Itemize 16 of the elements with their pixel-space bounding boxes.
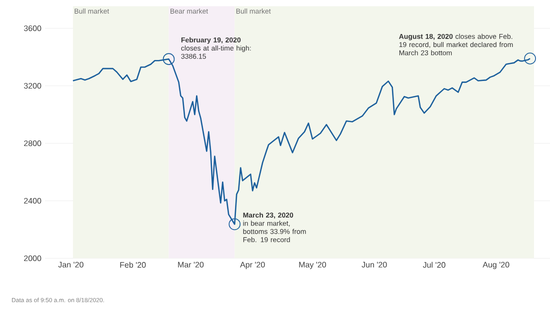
y-tick-label: 2000 <box>24 255 42 262</box>
y-tick-label: 2800 <box>24 140 42 146</box>
y-tick-label: 3200 <box>24 82 42 89</box>
x-tick-label: Aug '20 <box>482 262 510 270</box>
x-tick-label: Mar '20 <box>178 262 204 268</box>
y-tick-label: 3600 <box>24 25 42 32</box>
point <box>228 218 241 230</box>
x-tick-label: Feb '20 <box>120 262 146 268</box>
x-tick-label: Jan '20 <box>58 262 84 268</box>
point <box>162 53 175 65</box>
point <box>524 52 536 64</box>
x-tick-label: Jul '20 <box>422 262 446 268</box>
y-tick-label: 2400 <box>24 198 42 204</box>
x-tick-label: May '20 <box>299 262 326 270</box>
x-tick-label: Apr '20 <box>240 262 265 270</box>
x-tick-label: Jun '20 <box>362 262 387 268</box>
